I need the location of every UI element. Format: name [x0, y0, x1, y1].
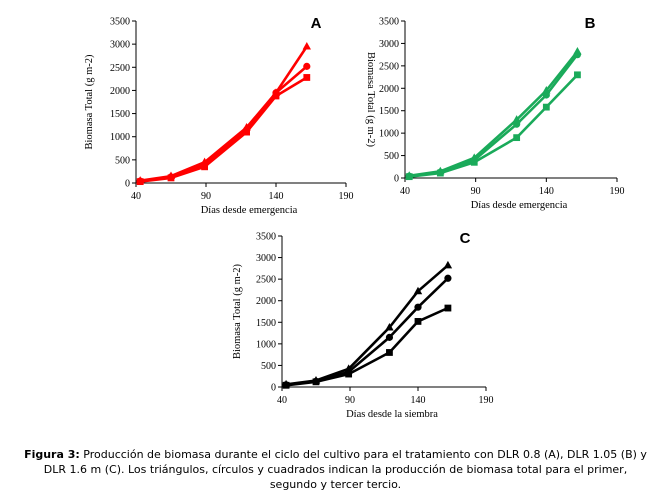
data-point-square	[436, 169, 444, 177]
series-circle	[282, 274, 452, 389]
x-axis-label: Días desde emergencia	[471, 200, 568, 211]
y-tick-label: 1500	[256, 318, 276, 329]
data-point-circle	[573, 51, 582, 59]
data-point-square	[282, 381, 290, 389]
data-point-square	[470, 158, 478, 166]
data-point-circle	[444, 274, 452, 282]
y-tick-label: 3000	[110, 40, 130, 51]
data-point-circle	[542, 91, 550, 99]
data-point-square	[201, 163, 208, 171]
figure: 0 500 1000 1500 2000 2500 3000 3500 40 90 140 190 Dí…	[84, 15, 625, 420]
y-tick-label: 1500	[110, 109, 130, 120]
y-tick-label: 500	[384, 151, 399, 162]
data-point-circle	[385, 333, 394, 341]
data-point-triangle	[302, 41, 311, 50]
data-point-square	[542, 103, 550, 111]
series-square	[282, 304, 452, 389]
x-tick-label: 140	[539, 186, 554, 197]
y-tick-label: 1000	[256, 339, 276, 350]
chart-panel-b: 0 500 1000 1500 2000 2500 3000 3500 40 90 140 190 Dí…	[365, 15, 625, 211]
y-tick-label: 2500	[110, 63, 130, 74]
data-point-square	[272, 92, 280, 100]
y-tick-label: 0	[125, 179, 130, 190]
x-tick-label: 140	[411, 395, 426, 406]
series-square	[405, 71, 581, 181]
caption-text: Producción de biomasa durante el ciclo d…	[43, 448, 647, 491]
data-point-triangle	[443, 260, 453, 269]
series-triangle	[281, 260, 453, 388]
data-point-square	[136, 178, 144, 186]
x-tick-label: 90	[471, 186, 481, 197]
y-tick-label: 3500	[379, 17, 399, 28]
data-point-triangle	[413, 286, 423, 295]
data-point-square	[405, 173, 413, 181]
y-tick-label: 3000	[256, 253, 276, 264]
series-line	[140, 45, 308, 182]
caption-label: Figura 3:	[24, 448, 80, 461]
y-tick-label: 1000	[379, 129, 399, 140]
panel-letter: C	[460, 230, 471, 247]
data-point-square	[243, 128, 250, 136]
y-tick-label: 0	[394, 174, 399, 185]
x-tick-label: 190	[339, 191, 354, 202]
chart-panel-c: 0 500 1000 1500 2000 2500 3000 3500 40 90 140 190 Dí…	[232, 230, 494, 420]
y-tick-label: 2000	[110, 86, 130, 97]
panel-letter: A	[311, 15, 322, 32]
y-tick-label: 2500	[256, 275, 276, 286]
series-line	[140, 76, 308, 183]
series-square	[136, 74, 311, 186]
series-line	[409, 53, 579, 178]
x-tick-label: 90	[345, 395, 355, 406]
x-tick-label: 140	[269, 191, 284, 202]
data-point-square	[303, 74, 311, 81]
x-tick-label: 190	[610, 186, 625, 197]
series-line	[285, 264, 449, 386]
series-circle	[405, 51, 582, 180]
y-tick-label: 500	[261, 361, 276, 372]
data-point-triangle	[385, 322, 394, 331]
y-tick-label: 3500	[256, 232, 276, 243]
y-axis-label: Biomasa Total (g m-2)	[84, 54, 95, 150]
data-point-circle	[414, 303, 422, 311]
series-line	[285, 277, 449, 387]
data-point-square	[312, 378, 320, 386]
panel-letter: B	[585, 15, 596, 32]
series-line	[285, 306, 449, 387]
y-axis-label: Biomasa Total (g m-2)	[232, 263, 243, 359]
data-point-square	[414, 318, 422, 325]
data-point-square	[513, 134, 521, 142]
y-tick-label: 500	[115, 155, 130, 166]
series-triangle	[136, 41, 311, 184]
data-point-square	[167, 174, 175, 182]
data-point-square	[345, 370, 353, 378]
y-tick-label: 2500	[379, 61, 399, 72]
y-tick-label: 2000	[256, 296, 276, 307]
data-point-circle	[303, 62, 311, 70]
y-tick-label: 1500	[379, 106, 399, 117]
y-tick-label: 2000	[379, 84, 399, 95]
y-tick-label: 1000	[110, 132, 130, 143]
data-point-square	[386, 349, 393, 356]
x-tick-label: 40	[131, 191, 141, 202]
data-point-square	[444, 304, 452, 312]
data-point-square	[574, 71, 581, 79]
series-line	[409, 50, 579, 178]
chart-panel-a: 0 500 1000 1500 2000 2500 3000 3500 40 90 140 190 Dí…	[84, 15, 354, 216]
x-tick-label: 190	[479, 395, 494, 406]
figure-caption: Figura 3: Producción de biomasa durante …	[20, 447, 651, 492]
x-tick-label: 90	[201, 191, 211, 202]
x-tick-label: 40	[400, 186, 410, 197]
x-tick-label: 40	[277, 395, 287, 406]
y-tick-label: 3500	[110, 17, 130, 28]
y-axis-label: Biomasa Total (g m-2)	[365, 52, 376, 148]
x-axis-label: Días desde emergencia	[201, 205, 298, 216]
series-triangle	[405, 47, 582, 179]
y-tick-label: 0	[271, 383, 276, 394]
series-line	[409, 73, 579, 178]
x-axis-label: Días desde la siembra	[346, 409, 438, 420]
y-tick-label: 3000	[379, 39, 399, 50]
data-point-circle	[513, 120, 521, 128]
